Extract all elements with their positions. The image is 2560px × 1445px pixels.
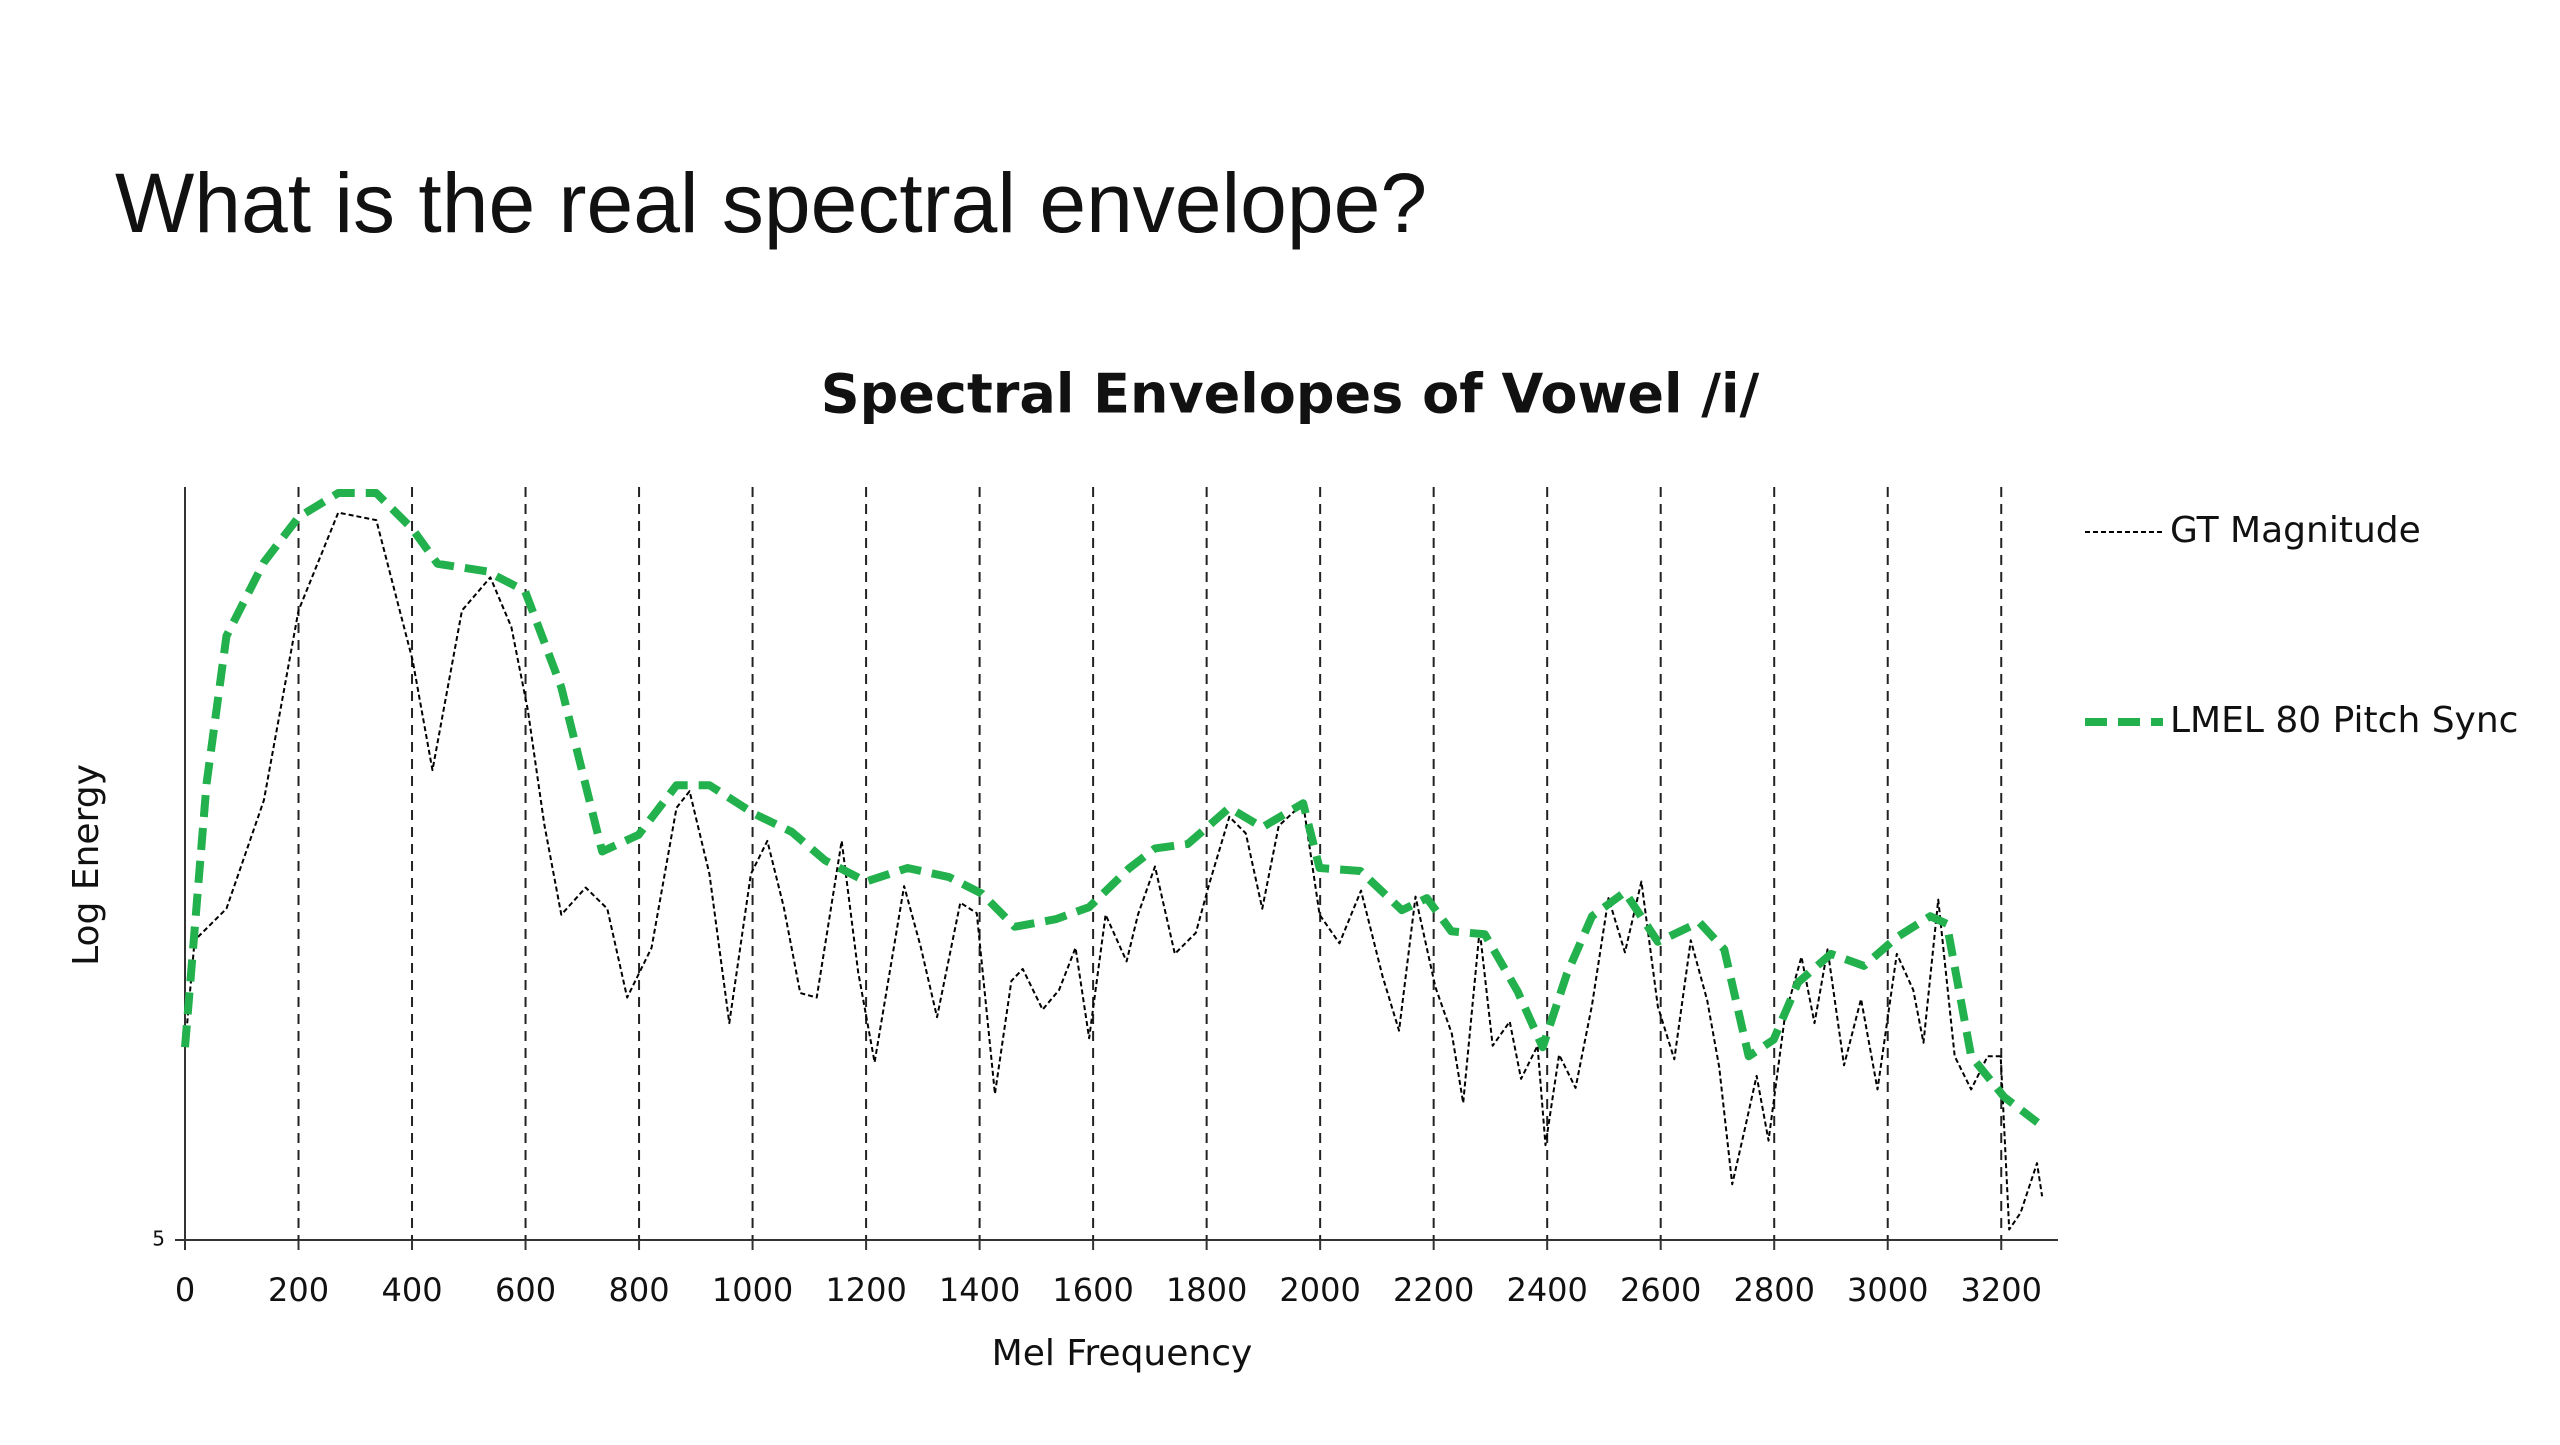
x-tick-label: 2800	[1733, 1271, 1814, 1309]
y-axis-label: Log Energy	[66, 764, 107, 966]
x-tick-label: 1200	[825, 1271, 906, 1309]
y-tick-label: 5	[152, 1227, 165, 1251]
series-line	[181, 489, 2040, 1126]
x-tick-label: 800	[609, 1271, 670, 1309]
legend-label: LMEL 80 Pitch Sync	[2170, 700, 2518, 741]
x-tick-label: 400	[381, 1271, 442, 1309]
x-axis-label: Mel Frequency	[992, 1333, 1253, 1374]
x-tick-label: 3000	[1847, 1271, 1928, 1309]
x-tick-label: 2000	[1279, 1271, 1360, 1309]
chart-title: Spectral Envelopes of Vowel /i/	[821, 363, 1760, 426]
x-tick-label: 1800	[1166, 1271, 1247, 1309]
series-line	[184, 511, 2044, 1231]
slide-title: What is the real spectral envelope?	[115, 156, 1427, 250]
x-tick-label: 200	[268, 1271, 329, 1309]
legend-label: GT Magnitude	[2170, 510, 2421, 551]
x-tick-label: 3200	[1961, 1271, 2042, 1309]
x-tick-label: 600	[495, 1271, 556, 1309]
x-tick-label: 1600	[1052, 1271, 1133, 1309]
x-tick-label: 2200	[1393, 1271, 1474, 1309]
x-tick-label: 1400	[939, 1271, 1020, 1309]
x-tick-label: 0	[175, 1271, 195, 1309]
x-tick-label: 1000	[712, 1271, 793, 1309]
x-tick-label: 2400	[1506, 1271, 1587, 1309]
x-tick-label: 2600	[1620, 1271, 1701, 1309]
